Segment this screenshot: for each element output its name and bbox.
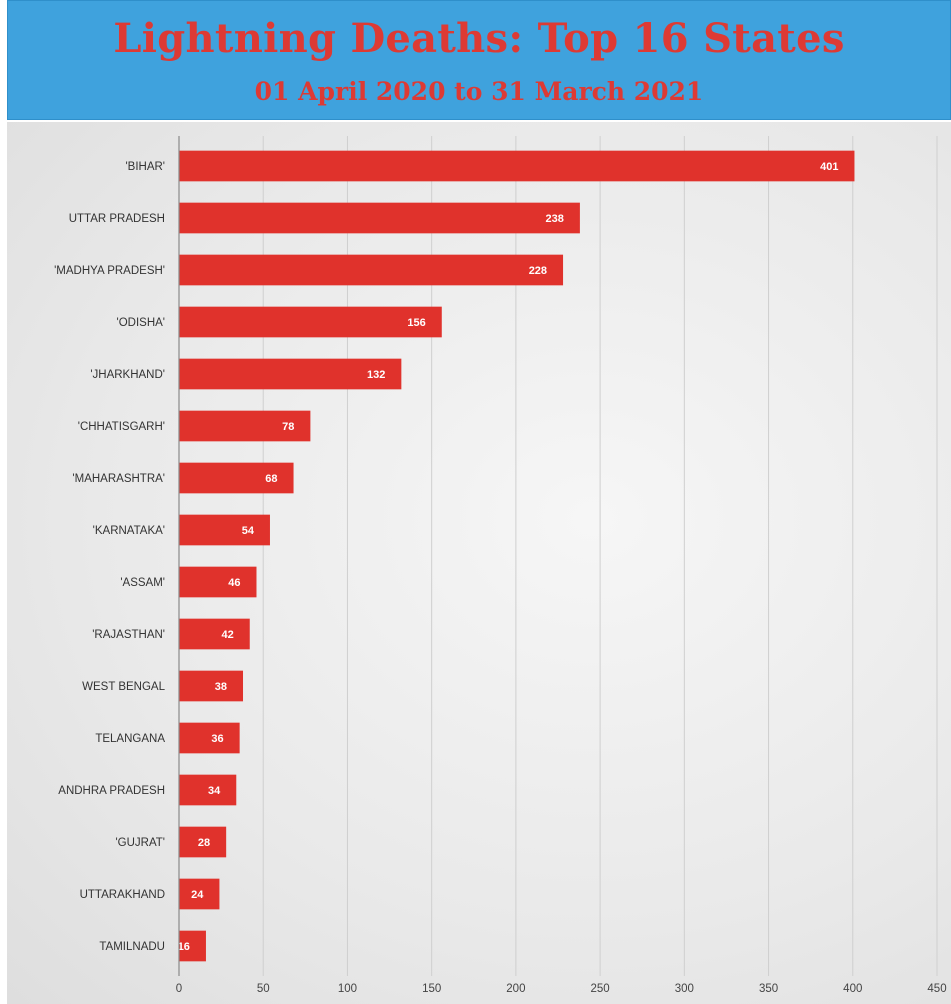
chart-title: Lightning Deaths: Top 16 States xyxy=(113,15,845,62)
value-label: 46 xyxy=(228,577,240,589)
value-label: 156 xyxy=(407,317,425,329)
value-label: 42 xyxy=(221,629,233,641)
category-label: 'CHHATISGARH' xyxy=(78,421,165,433)
x-tick-label: 300 xyxy=(675,983,694,995)
category-label: ANDHRA PRADESH xyxy=(58,785,165,797)
value-labels: 401 238 228 156 132 78 68 54 46 42 38 36 34 28 24 16 xyxy=(178,161,839,953)
category-label: TELANGANA xyxy=(95,733,165,745)
value-label: 36 xyxy=(211,733,223,745)
bar xyxy=(179,514,270,546)
bars xyxy=(179,150,855,962)
x-tick-label: 0 xyxy=(176,983,182,995)
bar xyxy=(179,618,250,650)
bar xyxy=(179,202,580,234)
bar xyxy=(179,878,220,910)
x-tick-label: 200 xyxy=(506,983,525,995)
category-label: 'GUJRAT' xyxy=(115,837,165,849)
value-label: 78 xyxy=(282,421,294,433)
category-labels: 'BIHAR' UTTAR PRADESH 'MADHYA PRADESH' 'ODI… xyxy=(54,161,165,953)
category-label: 'RAJASTHAN' xyxy=(92,629,165,641)
bar xyxy=(179,826,227,858)
category-label: WEST BENGAL xyxy=(82,681,165,693)
bar xyxy=(179,774,237,806)
category-label: 'KARNATAKA' xyxy=(93,525,165,537)
bar xyxy=(179,930,206,962)
category-label: 'ASSAM' xyxy=(120,577,165,589)
x-tick-label: 50 xyxy=(257,983,270,995)
x-tick-label: 250 xyxy=(591,983,610,995)
value-label: 401 xyxy=(820,161,838,173)
category-label: 'BIHAR' xyxy=(125,161,165,173)
value-label: 24 xyxy=(191,889,204,901)
x-tick-label: 450 xyxy=(927,983,946,995)
category-label: UTTAR PRADESH xyxy=(69,213,165,225)
x-tick-label: 400 xyxy=(843,983,862,995)
category-label: 'MAHARASHTRA' xyxy=(72,473,165,485)
x-tick-labels: 0 50 100 150 200 250 300 350 400 450 xyxy=(176,983,947,995)
bar xyxy=(179,150,855,182)
value-label: 54 xyxy=(242,525,255,537)
value-label: 238 xyxy=(546,213,564,225)
x-tick-label: 100 xyxy=(338,983,357,995)
bar xyxy=(179,410,311,442)
bar xyxy=(179,722,240,754)
bar xyxy=(179,462,294,494)
value-label: 16 xyxy=(178,941,190,953)
chart-subtitle: 01 April 2020 to 31 March 2021 xyxy=(254,77,704,106)
category-label: 'MADHYA PRADESH' xyxy=(54,265,165,277)
value-label: 132 xyxy=(367,369,385,381)
value-label: 38 xyxy=(215,681,227,693)
bar xyxy=(179,306,442,338)
value-label: 34 xyxy=(208,785,221,797)
chart-header: Lightning Deaths: Top 16 States 01 April… xyxy=(7,0,951,120)
bar xyxy=(179,254,564,286)
value-label: 28 xyxy=(198,837,210,849)
value-label: 228 xyxy=(529,265,547,277)
x-tick-label: 350 xyxy=(759,983,778,995)
category-label: 'JHARKHAND' xyxy=(90,369,165,381)
category-label: TAMILNADU xyxy=(99,941,165,953)
x-tick-label: 150 xyxy=(422,983,441,995)
bar xyxy=(179,670,244,702)
bar xyxy=(179,358,402,390)
bar xyxy=(179,566,257,598)
category-label: UTTARAKHAND xyxy=(80,889,165,901)
value-label: 68 xyxy=(265,473,277,485)
category-label: 'ODISHA' xyxy=(117,317,165,329)
